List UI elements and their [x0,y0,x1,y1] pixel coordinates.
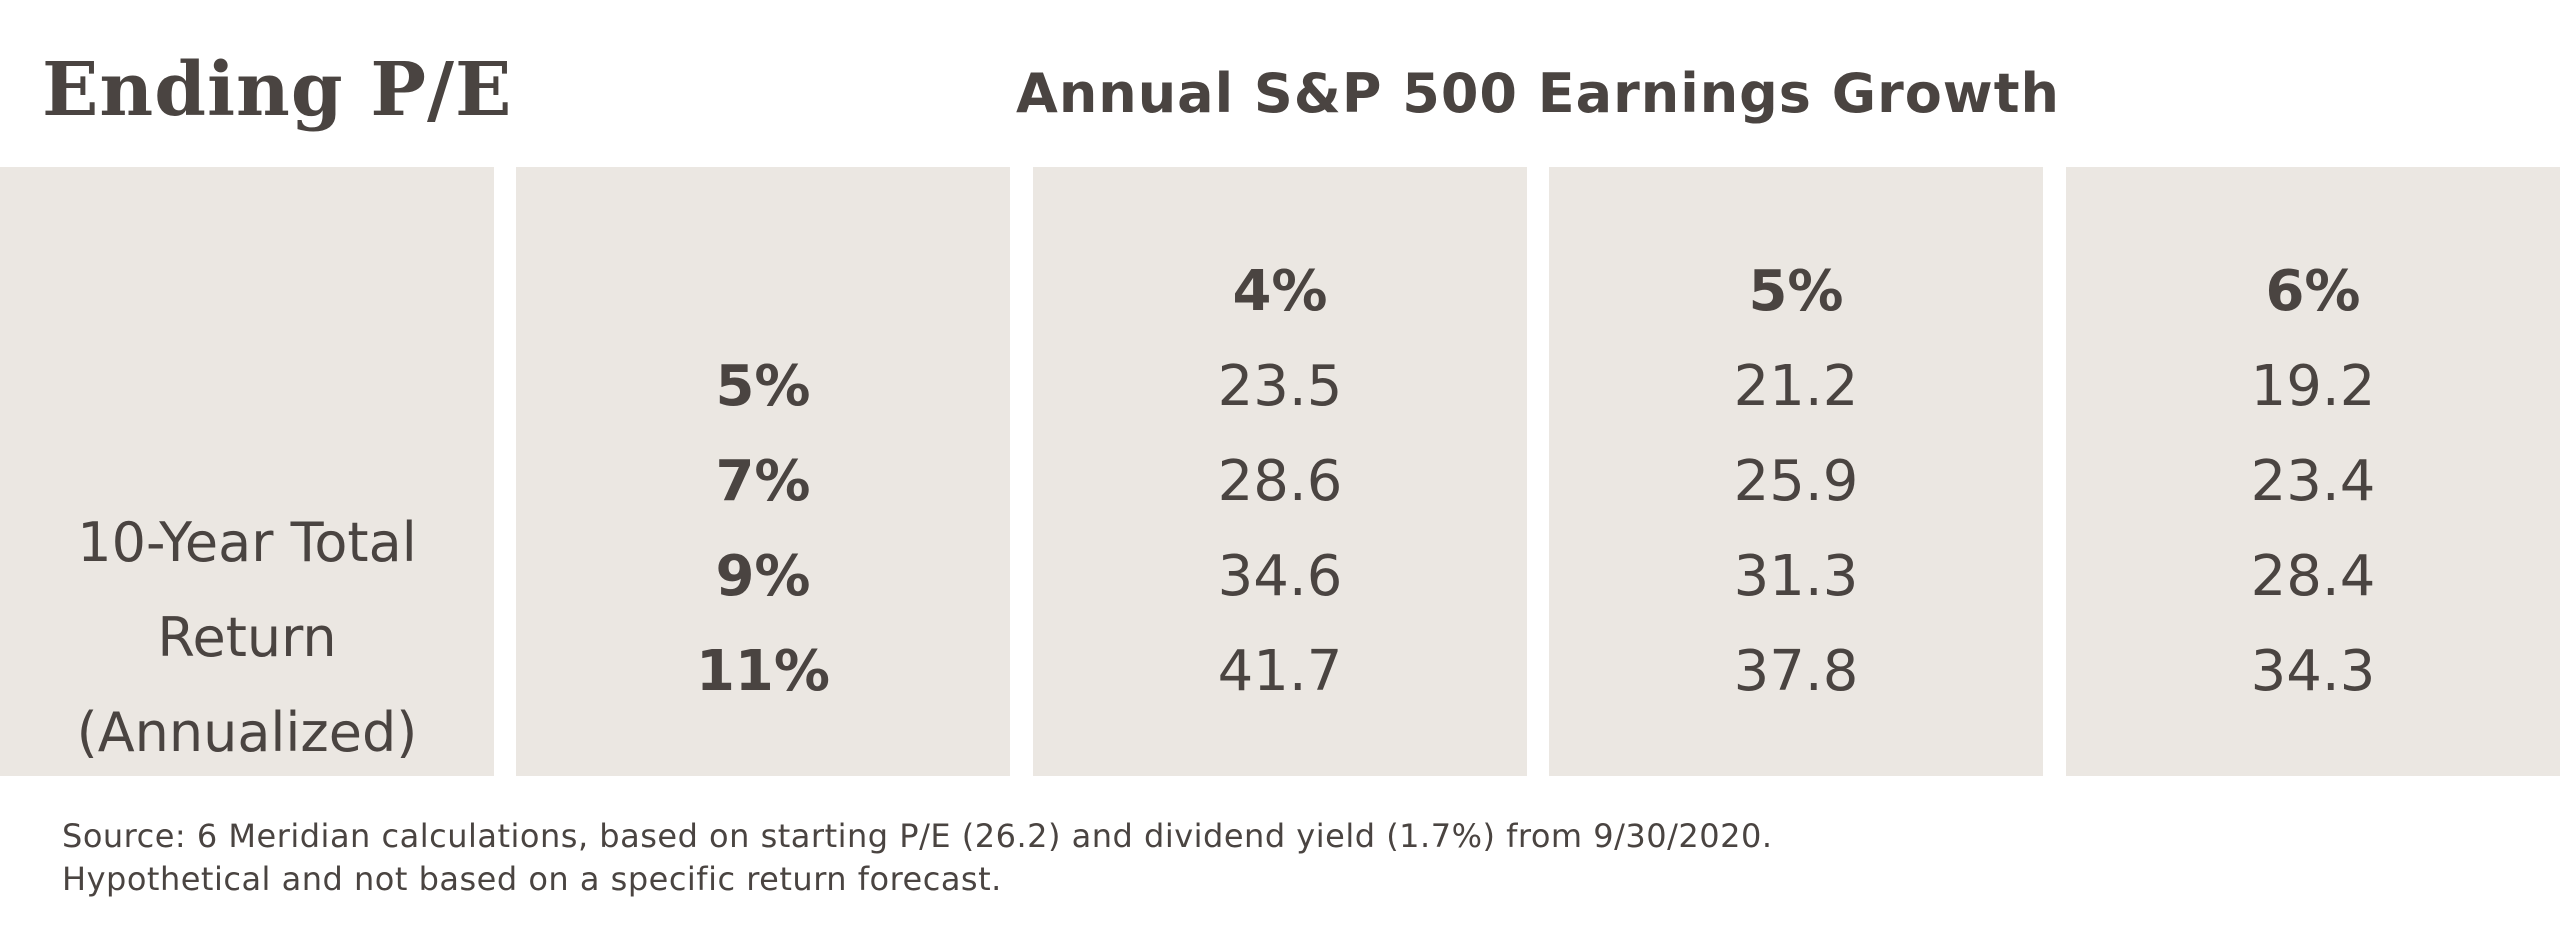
table-cell: 19.2 [2250,354,2376,419]
row-group-panel: 10-Year Total Return (Annualized) [0,167,494,776]
chart-title: Ending P/E [42,47,513,133]
table-cell: 34.6 [1217,544,1343,609]
table-cell: 41.7 [1217,639,1343,704]
footnote-line-1: Source: 6 Meridian calculations, based o… [62,817,1773,855]
row-label: 11% [695,639,831,704]
column-header: 4% [1232,259,1328,324]
row-group-label-line-2: Return [157,606,337,669]
row-labels-panel: 5% 7% 9% 11% [516,167,1010,776]
table-cell: 23.5 [1217,354,1343,419]
table-cell: 34.3 [2250,639,2376,704]
row-label: 7% [715,449,811,514]
footnote: Source: 6 Meridian calculations, based o… [62,815,1773,901]
column-header: 6% [2265,259,2361,324]
table-cell: 23.4 [2250,449,2376,514]
table-cell: 21.2 [1733,354,1859,419]
table-cell: 37.8 [1733,639,1859,704]
column-group-label: Annual S&P 500 Earnings Growth [1016,62,2060,125]
table-cell: 28.4 [2250,544,2376,609]
row-group-label-line-3: (Annualized) [76,701,418,764]
footnote-line-2: Hypothetical and not based on a specific… [62,860,1002,898]
row-label: 9% [715,544,811,609]
column-panel-1: 4% 23.5 28.6 34.6 41.7 [1033,167,1527,776]
column-panel-2: 5% 21.2 25.9 31.3 37.8 [1549,167,2043,776]
table-cell: 28.6 [1217,449,1343,514]
column-panel-3: 6% 19.2 23.4 28.4 34.3 [2066,167,2560,776]
table-cell: 31.3 [1733,544,1859,609]
column-header: 5% [1748,259,1844,324]
row-label: 5% [715,354,811,419]
table-cell: 25.9 [1733,449,1859,514]
row-group-label-line-1: 10-Year Total [77,511,417,574]
